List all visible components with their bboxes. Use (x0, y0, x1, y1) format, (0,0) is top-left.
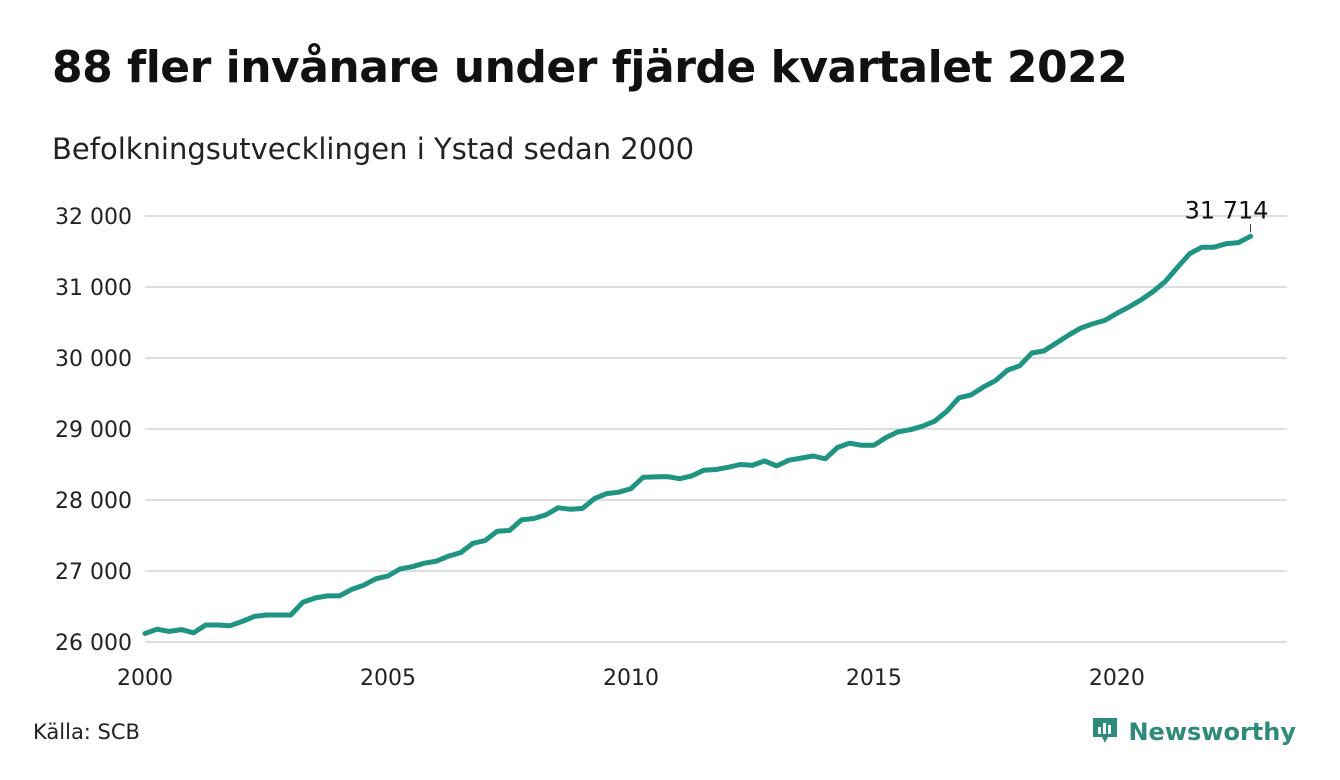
y-tick-label: 29 000 (55, 418, 132, 443)
brand: Newsworthy (1090, 715, 1296, 749)
chart-title: 88 fler invånare under fjärde kvartalet … (52, 42, 1128, 93)
y-axis: 26 000 27 000 28 000 29 000 30 000 31 000 32 0… (55, 205, 132, 656)
x-tick-label: 2005 (360, 666, 416, 691)
y-tick-label: 26 000 (55, 631, 132, 656)
x-tick-label: 2015 (846, 666, 902, 691)
y-tick-label: 31 000 (55, 276, 132, 301)
newsworthy-logo-icon (1090, 715, 1120, 749)
y-tick-label: 28 000 (55, 489, 132, 514)
x-axis: 2000 2005 2010 2015 2020 (117, 666, 1145, 691)
source-note: Källa: SCB (33, 720, 140, 744)
chart-subtitle: Befolkningsutvecklingen i Ystad sedan 20… (52, 132, 695, 166)
x-tick-label: 2020 (1089, 666, 1145, 691)
y-tick-label: 32 000 (55, 205, 132, 230)
x-tick-label: 2000 (117, 666, 173, 691)
series-line-population (142, 233, 1254, 636)
x-tick-label: 2010 (603, 666, 659, 691)
brand-name: Newsworthy (1128, 718, 1296, 746)
gridlines (145, 215, 1287, 643)
y-tick-label: 27 000 (55, 560, 132, 585)
end-value-label: 31 714 (1185, 196, 1269, 224)
y-tick-label: 30 000 (55, 347, 132, 372)
line-chart: 26 000 27 000 28 000 29 000 30 000 31 000 32 0… (55, 196, 1287, 691)
